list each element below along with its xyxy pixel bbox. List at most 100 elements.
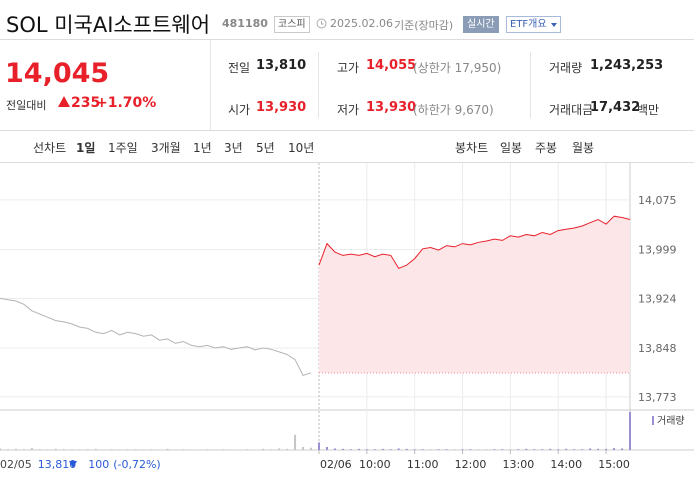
volume-bar	[557, 449, 560, 450]
volume-bar	[262, 448, 265, 450]
volume-bar	[246, 449, 249, 450]
volume-bar	[357, 448, 360, 450]
volume-bar	[54, 448, 57, 450]
stat-label: 저가	[337, 103, 360, 117]
volume-bar	[541, 449, 544, 450]
stat-value: 13,930	[256, 100, 307, 115]
change-label: 전일대비	[6, 99, 47, 112]
volume-bar	[30, 448, 33, 450]
volume-bar	[6, 449, 9, 450]
price-line	[318, 215, 631, 270]
period-tab[interactable]: 3년	[224, 141, 243, 155]
area-fill	[319, 216, 630, 373]
volume-bar	[381, 448, 384, 450]
volume-bar	[621, 448, 624, 450]
period-tab[interactable]: 1년	[193, 141, 212, 155]
period-tab[interactable]: 1일	[76, 141, 96, 155]
divider	[318, 52, 319, 118]
candle-tab[interactable]: 일봉	[500, 141, 523, 155]
volume-bar	[549, 448, 552, 450]
up-arrow	[58, 96, 70, 107]
realtime-button[interactable]: 실시간	[463, 16, 499, 33]
volume-bar	[581, 449, 584, 450]
period-tab[interactable]: 1주일	[108, 141, 138, 155]
volume-bar	[94, 448, 97, 450]
volume-bar	[294, 434, 297, 450]
x-tick-label: 12:00	[455, 458, 487, 471]
x-tick-label: 13:00	[503, 458, 535, 471]
prev-change-percent: (-0,72%)	[113, 458, 161, 471]
clock-icon	[316, 18, 327, 29]
volume-bar	[413, 449, 416, 450]
prev-date: 02/05	[0, 458, 32, 471]
volume-bar	[270, 449, 273, 450]
x-tick-label: 10:00	[359, 458, 391, 471]
volume-bar	[493, 449, 496, 450]
stat-label: 전일	[228, 61, 251, 75]
candle-tab[interactable]: 주봉	[535, 141, 558, 155]
volume-bar	[317, 442, 320, 450]
volume-bar	[405, 448, 408, 450]
etf-info-button[interactable]: ETF개요	[506, 16, 561, 33]
stat-label: 거래량	[549, 61, 583, 75]
etf-info-label: ETF개요	[510, 19, 547, 30]
volume-bar	[38, 449, 41, 450]
current-price: 14,045	[5, 58, 110, 89]
prev-change: 100	[88, 458, 109, 471]
y-tick-label: 13,773	[638, 391, 677, 404]
period-tab[interactable]: 3개월	[151, 141, 181, 155]
divider	[0, 130, 694, 131]
volume-bar	[517, 449, 520, 450]
legend-label: 거래량	[657, 415, 685, 427]
period-tab[interactable]: 10년	[288, 141, 315, 155]
volume-bar	[461, 449, 464, 450]
volume-bar	[573, 449, 576, 450]
x-tick-label: 14:00	[550, 458, 582, 471]
volume-bar	[469, 449, 472, 450]
volume-bar	[325, 446, 328, 450]
volume-bar	[150, 449, 153, 450]
stat-note: (상한가 17,950)	[413, 61, 502, 75]
volume-bar	[613, 448, 616, 450]
divider	[0, 162, 694, 163]
stat-note: (하한가 9,670)	[413, 103, 494, 117]
volume-bar	[134, 449, 137, 450]
change: 235	[71, 95, 101, 111]
volume-bar	[126, 449, 129, 450]
period-tab[interactable]: 5년	[256, 141, 275, 155]
volume-bar	[565, 448, 568, 450]
volume-bar	[445, 449, 448, 450]
prev-close: 13,810	[38, 458, 77, 471]
down-arrow	[69, 461, 77, 468]
stat-label: 시가	[228, 103, 251, 117]
volume-bar	[0, 448, 1, 450]
divider	[0, 39, 694, 40]
y-tick-label: 13,924	[638, 292, 677, 305]
volume-bar	[525, 448, 528, 450]
volume-bar	[182, 449, 185, 450]
x-tick-label: 11:00	[407, 458, 439, 471]
volume-bar	[62, 449, 65, 450]
volume-bar	[373, 449, 376, 450]
volume-bar	[166, 448, 169, 450]
volume-bar	[70, 449, 73, 450]
volume-bar	[589, 448, 592, 450]
date: 2025.02.06	[330, 17, 393, 30]
volume-bar	[110, 449, 113, 450]
volume-bar	[286, 448, 289, 450]
volume-bar	[437, 449, 440, 450]
volume-bar	[349, 449, 352, 450]
volume-bar	[310, 447, 313, 450]
volume-bar	[421, 449, 424, 450]
chart: 14,075 13,999 13,924 13,848 13,773 02/06 10:00…	[0, 163, 694, 471]
y-tick-label: 14,075	[638, 194, 677, 207]
prev-day-info: 02/05 13,810 100 (-0,72%)	[0, 458, 161, 471]
y-tick-label: 13,999	[638, 243, 677, 256]
price-line	[0, 297, 312, 377]
volume-bar	[605, 448, 608, 450]
stat-value: 14,055	[366, 58, 417, 73]
candle-tab[interactable]: 월봉	[572, 141, 595, 155]
volume-bar	[302, 446, 305, 450]
tab-group-label: 선차트	[33, 141, 67, 155]
